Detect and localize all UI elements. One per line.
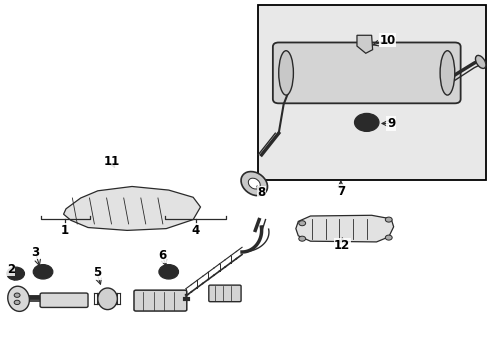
Text: 12: 12 — [333, 239, 350, 252]
FancyBboxPatch shape — [272, 42, 460, 103]
Text: 9: 9 — [386, 117, 394, 130]
Ellipse shape — [248, 178, 260, 189]
Circle shape — [298, 236, 305, 241]
Ellipse shape — [98, 288, 117, 310]
Text: 6: 6 — [158, 249, 166, 262]
Circle shape — [361, 119, 371, 126]
Ellipse shape — [439, 51, 454, 95]
Circle shape — [14, 293, 20, 297]
Circle shape — [39, 269, 47, 275]
Circle shape — [298, 221, 305, 226]
Ellipse shape — [8, 286, 29, 311]
Text: 1: 1 — [61, 224, 69, 237]
Circle shape — [12, 271, 19, 276]
Polygon shape — [356, 35, 372, 53]
Circle shape — [159, 265, 178, 279]
Ellipse shape — [278, 51, 293, 95]
Circle shape — [14, 300, 20, 305]
Bar — [258, 5, 485, 180]
Circle shape — [385, 217, 391, 222]
Text: 11: 11 — [103, 155, 120, 168]
Circle shape — [385, 235, 391, 240]
Polygon shape — [295, 215, 393, 242]
FancyBboxPatch shape — [40, 293, 88, 307]
Text: 3: 3 — [31, 246, 39, 258]
FancyBboxPatch shape — [208, 285, 241, 302]
Text: 7: 7 — [336, 185, 344, 198]
Text: 4: 4 — [191, 224, 199, 237]
Circle shape — [164, 269, 172, 275]
Circle shape — [33, 265, 53, 279]
Polygon shape — [63, 186, 200, 230]
Text: 5: 5 — [93, 266, 101, 279]
Text: 10: 10 — [379, 34, 395, 47]
Circle shape — [7, 267, 24, 280]
Ellipse shape — [241, 172, 267, 195]
Ellipse shape — [474, 55, 485, 68]
Text: 8: 8 — [257, 186, 265, 199]
Circle shape — [354, 113, 378, 131]
FancyBboxPatch shape — [134, 290, 186, 311]
Text: 2: 2 — [7, 263, 15, 276]
